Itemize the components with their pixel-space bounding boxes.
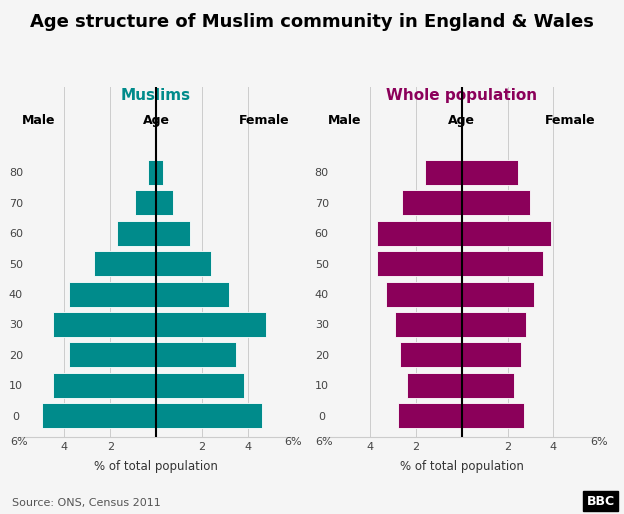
- Text: 6%: 6%: [590, 437, 608, 447]
- Text: % of total population: % of total population: [94, 460, 218, 473]
- Text: 6%: 6%: [10, 437, 27, 447]
- Text: BBC: BBC: [587, 495, 615, 508]
- Bar: [156, 312, 266, 337]
- Bar: [42, 403, 156, 428]
- Bar: [462, 221, 551, 246]
- Bar: [156, 221, 190, 246]
- Bar: [148, 160, 156, 185]
- Bar: [377, 221, 462, 246]
- Bar: [377, 251, 462, 276]
- Bar: [462, 251, 543, 276]
- Text: 6%: 6%: [285, 437, 302, 447]
- Text: Age: Age: [142, 114, 170, 127]
- Bar: [462, 312, 526, 337]
- Text: Female: Female: [545, 114, 595, 127]
- Bar: [156, 342, 236, 368]
- Bar: [397, 403, 462, 428]
- Bar: [94, 251, 156, 276]
- Bar: [69, 342, 156, 368]
- Bar: [407, 373, 462, 398]
- Bar: [402, 190, 462, 215]
- Bar: [462, 160, 518, 185]
- Bar: [425, 160, 462, 185]
- Text: Age: Age: [448, 114, 475, 127]
- Bar: [135, 190, 156, 215]
- Bar: [156, 373, 244, 398]
- Bar: [396, 312, 462, 337]
- Bar: [156, 160, 163, 185]
- Bar: [462, 190, 530, 215]
- Bar: [156, 251, 211, 276]
- Bar: [386, 282, 462, 306]
- Text: Source: ONS, Census 2011: Source: ONS, Census 2011: [12, 498, 161, 508]
- Text: Muslims: Muslims: [121, 87, 191, 103]
- Bar: [462, 342, 521, 368]
- Text: Male: Male: [22, 114, 56, 127]
- Bar: [462, 373, 514, 398]
- Text: % of total population: % of total population: [400, 460, 524, 473]
- Bar: [400, 342, 462, 368]
- Text: Female: Female: [239, 114, 290, 127]
- Bar: [156, 190, 173, 215]
- Bar: [53, 312, 156, 337]
- Bar: [462, 282, 534, 306]
- Text: 6%: 6%: [316, 437, 333, 447]
- Bar: [156, 403, 262, 428]
- Text: Whole population: Whole population: [386, 87, 537, 103]
- Bar: [69, 282, 156, 306]
- Bar: [53, 373, 156, 398]
- Bar: [462, 403, 524, 428]
- Bar: [117, 221, 156, 246]
- Text: Male: Male: [328, 114, 361, 127]
- Text: Age structure of Muslim community in England & Wales: Age structure of Muslim community in Eng…: [30, 13, 594, 31]
- Bar: [156, 282, 229, 306]
